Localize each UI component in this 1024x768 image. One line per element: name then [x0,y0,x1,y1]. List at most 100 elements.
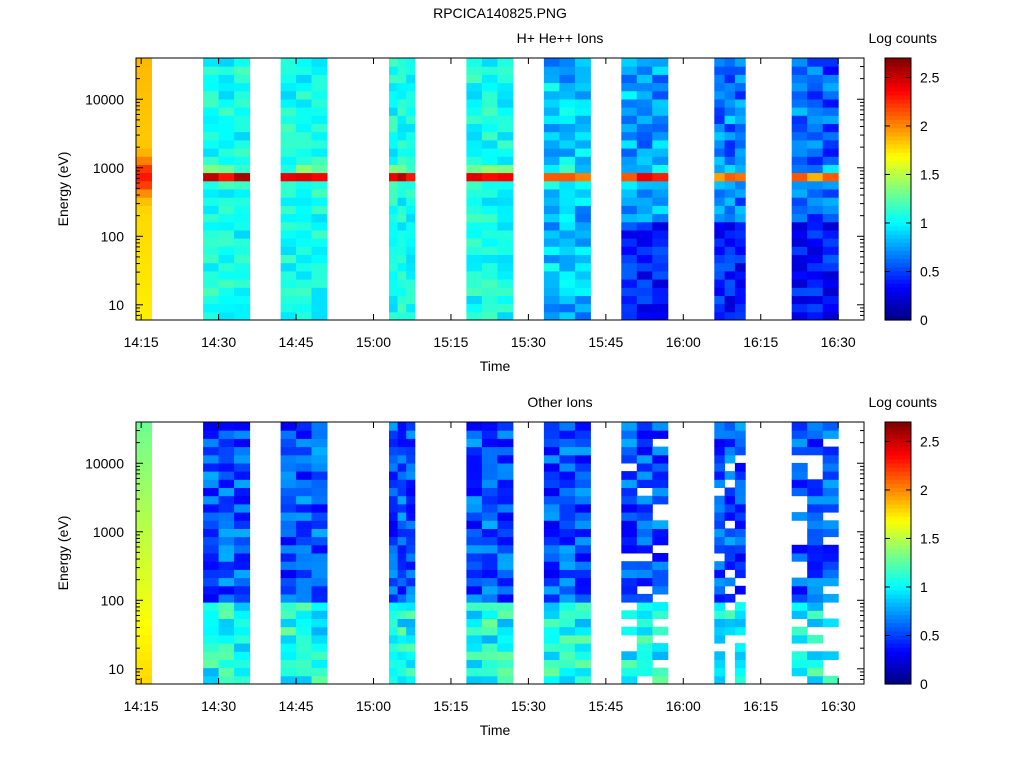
heatmap-cell [543,503,560,513]
heatmap-cell [234,262,251,272]
heatmap-cell [234,610,251,619]
heatmap-cell [559,471,576,480]
heatmap-cell [280,123,297,133]
heatmap-cell [280,479,297,488]
heatmap-cell [203,197,220,206]
heatmap-cell [311,495,328,505]
colorbar-step [885,279,911,284]
heatmap-cell [714,634,726,644]
heatmap-cell [543,205,560,215]
heatmap-cell [136,479,152,488]
heatmap-cell [311,462,328,472]
heatmap-cell [734,164,746,174]
heatmap-cell [621,295,638,305]
heatmap-cell [636,246,653,255]
heatmap-cell [652,148,669,157]
colorbar-tick-label: 0.5 [920,263,940,279]
heatmap-cell [280,156,297,165]
heatmap-cell [203,270,220,280]
heatmap-cell [714,593,726,603]
heatmap-cell [203,254,220,264]
heatmap-cell [543,66,560,75]
heatmap-cell [807,270,824,280]
heatmap-cell [574,536,591,546]
colorbar-step [885,266,911,272]
x-tick-label: 15:15 [433,698,468,714]
heatmap-cell [296,229,313,239]
heatmap-cell [714,82,726,92]
heatmap-cell [559,295,576,305]
heatmap-cell [497,618,514,628]
heatmap-cell [791,553,808,562]
heatmap-cell [466,528,483,538]
heatmap-cell [734,626,746,636]
heatmap-cell [136,585,152,595]
heatmap-cell [543,197,560,206]
colorbar-step [885,495,911,501]
heatmap-cell [636,238,653,247]
heatmap-cell [234,602,251,611]
heatmap-cell [724,164,736,174]
heatmap-cell [481,213,498,223]
heatmap-cell [714,66,726,75]
heatmap-cell [397,454,407,464]
heatmap-cell [481,430,498,439]
heatmap-cell [280,553,297,562]
heatmap-cell [652,189,669,198]
heatmap-cell [822,66,839,75]
heatmap-cell [559,229,576,239]
heatmap-cell [559,643,576,652]
heatmap-cell [807,254,824,264]
heatmap-cell [652,66,669,75]
heatmap-cell [406,528,416,538]
heatmap-cell [559,74,576,84]
heatmap-cell [466,520,483,529]
heatmap-cell [311,446,328,456]
heatmap-cell [296,528,313,538]
heatmap-cell [543,577,560,587]
heatmap-cell [280,213,297,223]
heatmap-cell [791,295,808,305]
heatmap-cell [807,303,824,313]
heatmap-cell [389,569,399,579]
heatmap-cell [481,610,498,619]
heatmap-cell [497,303,514,313]
heatmap-cell [406,172,416,182]
heatmap-cell [807,123,824,133]
heatmap-cell [481,311,498,321]
heatmap-cell [280,675,297,685]
heatmap-cell [481,495,498,505]
heatmap-cell [311,98,328,108]
heatmap-cell [621,172,638,182]
heatmap-cell [280,422,297,431]
heatmap-cell [724,197,736,206]
heatmap-cell [734,536,746,546]
heatmap-cell [466,618,483,628]
heatmap-cell [734,295,746,305]
heatmap-cell [406,74,416,84]
heatmap-cell [136,295,152,305]
heatmap-cell [791,82,808,92]
heatmap-cell [543,172,560,182]
heatmap-cell [822,148,839,157]
heatmap-cell [574,561,591,570]
heatmap-cell [218,610,235,619]
heatmap-cell [724,180,736,190]
heatmap-cell [406,270,416,280]
heatmap-cell [714,295,726,305]
heatmap-cell [714,172,726,182]
heatmap-cell [136,512,152,521]
heatmap-cell [574,295,591,305]
heatmap-cell [636,430,653,439]
heatmap-cell [218,495,235,505]
x-tick-label: 14:45 [279,698,314,714]
heatmap-cell [636,213,653,223]
heatmap-cell [822,520,839,529]
heatmap-cell [397,569,407,579]
heatmap-cell [218,462,235,472]
heatmap-cell [497,131,514,141]
heatmap-cell [734,643,746,652]
heatmap-cell [296,180,313,190]
heatmap-cell [724,107,736,116]
heatmap-cell [466,205,483,215]
